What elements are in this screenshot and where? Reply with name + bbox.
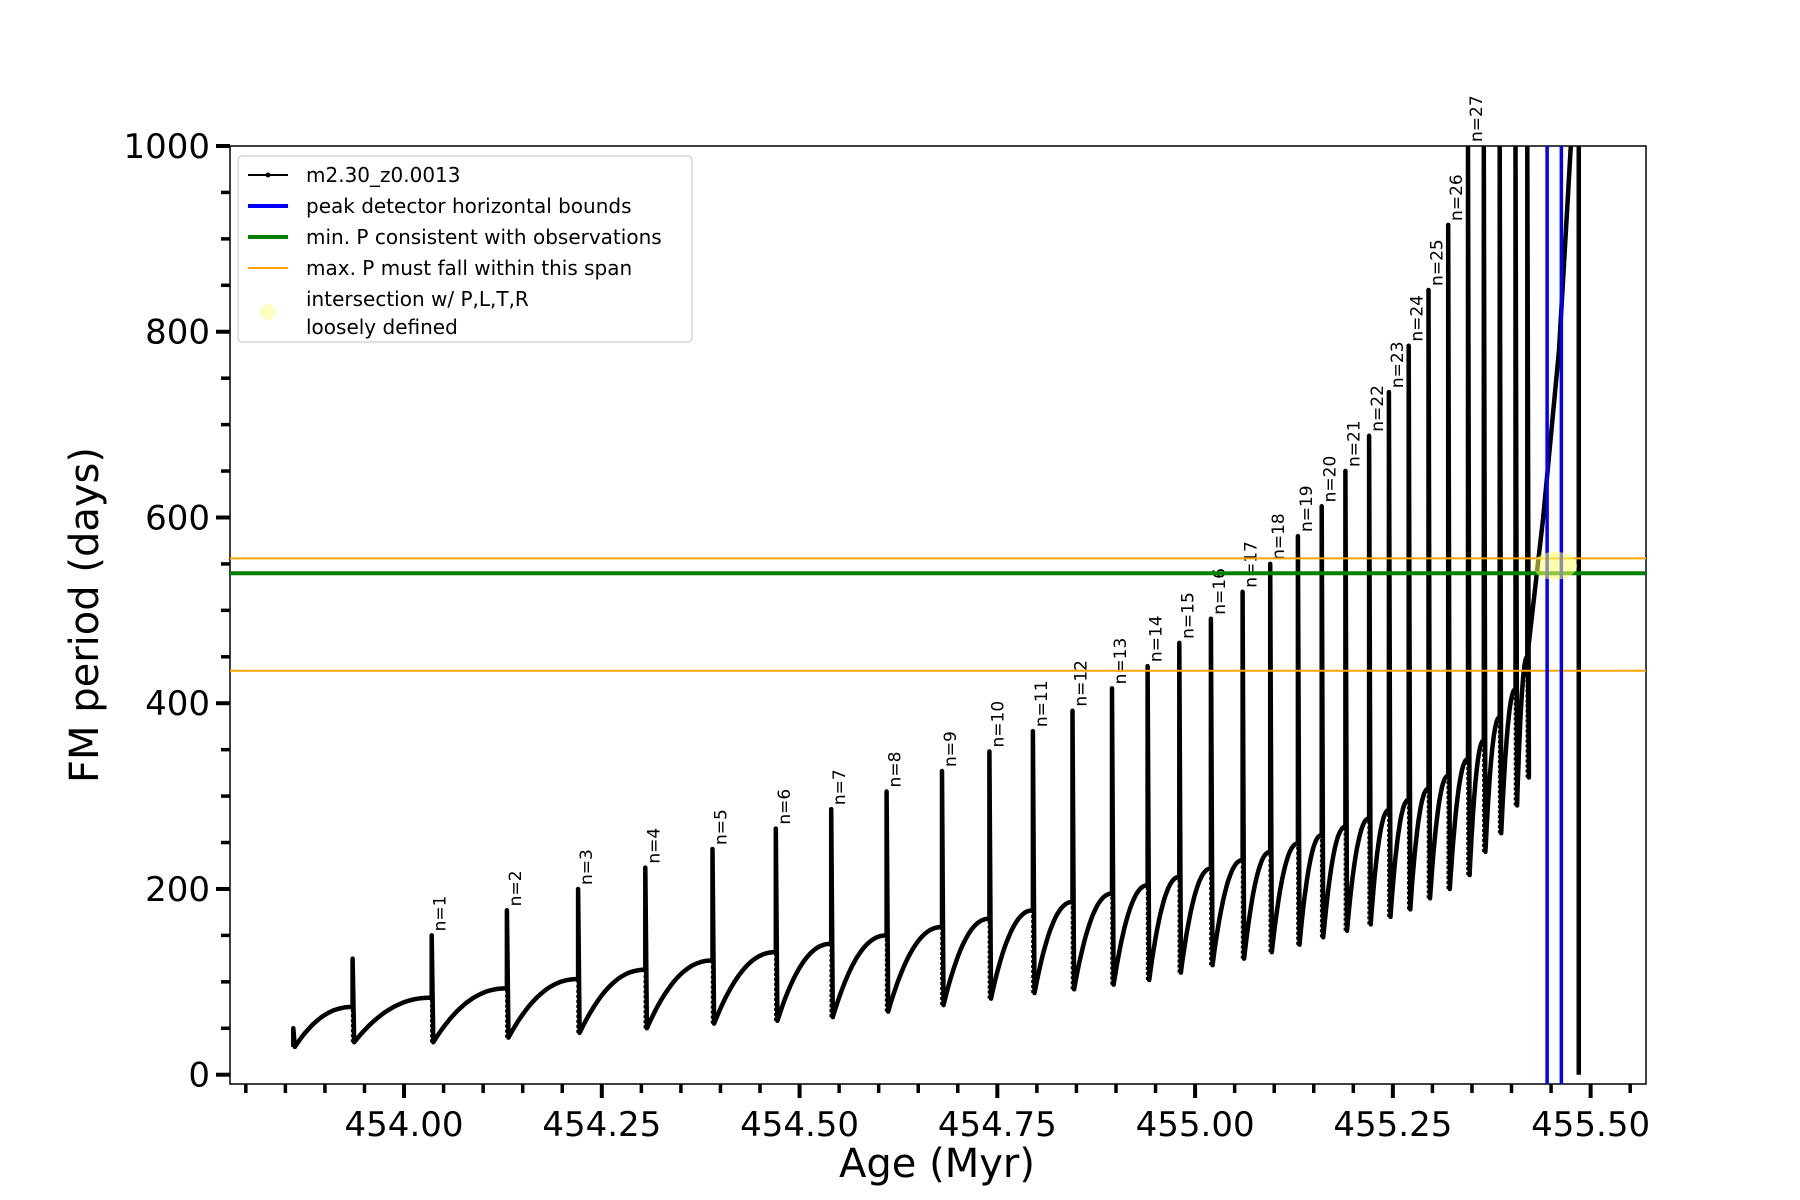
legend-swatch-marker bbox=[260, 304, 276, 320]
x-tick-label: 455.25 bbox=[1333, 1105, 1452, 1145]
pulse-n-label: n=19 bbox=[1297, 485, 1317, 532]
x-tick-label: 455.50 bbox=[1531, 1105, 1650, 1145]
y-tick-label: 800 bbox=[145, 313, 210, 353]
pulse-n-label: n=23 bbox=[1388, 341, 1408, 388]
pulse-n-label: n=4 bbox=[644, 828, 664, 864]
axes-layer: 454.00 454.25 454.50 454.75 455.00 455.25 455.… bbox=[123, 127, 1650, 1145]
pulse-n-label: n=10 bbox=[988, 701, 1008, 748]
pulse-n-label: n=26 bbox=[1447, 174, 1467, 221]
pulse-n-label: n=13 bbox=[1111, 638, 1131, 685]
legend-label: peak detector horizontal bounds bbox=[306, 194, 632, 218]
x-tick-label: 454.50 bbox=[740, 1105, 859, 1145]
legend-label: max. P must fall within this span bbox=[306, 256, 632, 280]
x-tick-label: 455.00 bbox=[1136, 1105, 1255, 1145]
pulse-n-label: n=12 bbox=[1071, 660, 1091, 707]
pulse-n-label: n=6 bbox=[775, 789, 795, 825]
x-tick-label: 454.25 bbox=[542, 1105, 661, 1145]
legend-label: loosely defined bbox=[306, 315, 458, 339]
x-axis-label: Age (Myr) bbox=[839, 1141, 1035, 1187]
intersection-marker bbox=[1533, 551, 1578, 580]
y-tick-label: 400 bbox=[145, 684, 210, 724]
y-tick-label: 600 bbox=[145, 498, 210, 538]
x-tick-label: 454.00 bbox=[345, 1105, 464, 1145]
legend-label: m2.30_z0.0013 bbox=[306, 163, 461, 187]
legend-label: min. P consistent with observations bbox=[306, 225, 662, 249]
y-axis-label: FM period (days) bbox=[62, 447, 108, 783]
y-tick-label: 1000 bbox=[123, 127, 210, 167]
pulse-n-label: n=17 bbox=[1242, 541, 1262, 588]
pulse-n-label: n=22 bbox=[1368, 385, 1388, 432]
data-layer bbox=[291, 146, 1582, 1075]
pulse-n-label: n=1 bbox=[431, 896, 451, 932]
reference-lines-layer bbox=[230, 146, 1646, 1084]
pulse-n-label: n=2 bbox=[506, 870, 526, 906]
legend-box bbox=[237, 155, 693, 343]
x-tick-label: 454.75 bbox=[938, 1105, 1057, 1145]
pulse-n-label: n=15 bbox=[1178, 592, 1198, 639]
series-line bbox=[291, 146, 1574, 1050]
pulse-n-label: n=14 bbox=[1147, 615, 1167, 662]
legend-swatch-marker bbox=[265, 172, 271, 178]
pulse-n-label: n=7 bbox=[830, 769, 850, 805]
plot-area bbox=[229, 145, 1647, 1085]
pulse-n-label: n=27 bbox=[1467, 95, 1487, 142]
pulse-n-label: n=8 bbox=[886, 752, 906, 788]
y-tick-label: 0 bbox=[188, 1056, 210, 1096]
pulse-n-label: n=9 bbox=[941, 731, 961, 767]
y-tick-label: 200 bbox=[145, 870, 210, 910]
pulse-label-layer: n=1 n=2 n=3 n=4 n=5 n=6 n=7 n=8 n=9 n=10 n=11 n=12 n… bbox=[431, 95, 1487, 931]
legend-label: intersection w/ P,L,T,R bbox=[306, 287, 529, 311]
pulse-n-label: n=24 bbox=[1408, 295, 1428, 342]
pulse-n-label: n=5 bbox=[712, 809, 732, 845]
pulse-n-label: n=25 bbox=[1427, 239, 1447, 286]
pulse-n-label: n=21 bbox=[1344, 420, 1364, 467]
pulse-n-label: n=18 bbox=[1269, 513, 1289, 560]
pulse-n-label: n=3 bbox=[577, 849, 597, 885]
pulse-n-label: n=20 bbox=[1321, 456, 1341, 503]
pulse-n-label: n=16 bbox=[1210, 568, 1230, 615]
pulse-n-label: n=11 bbox=[1032, 680, 1052, 727]
